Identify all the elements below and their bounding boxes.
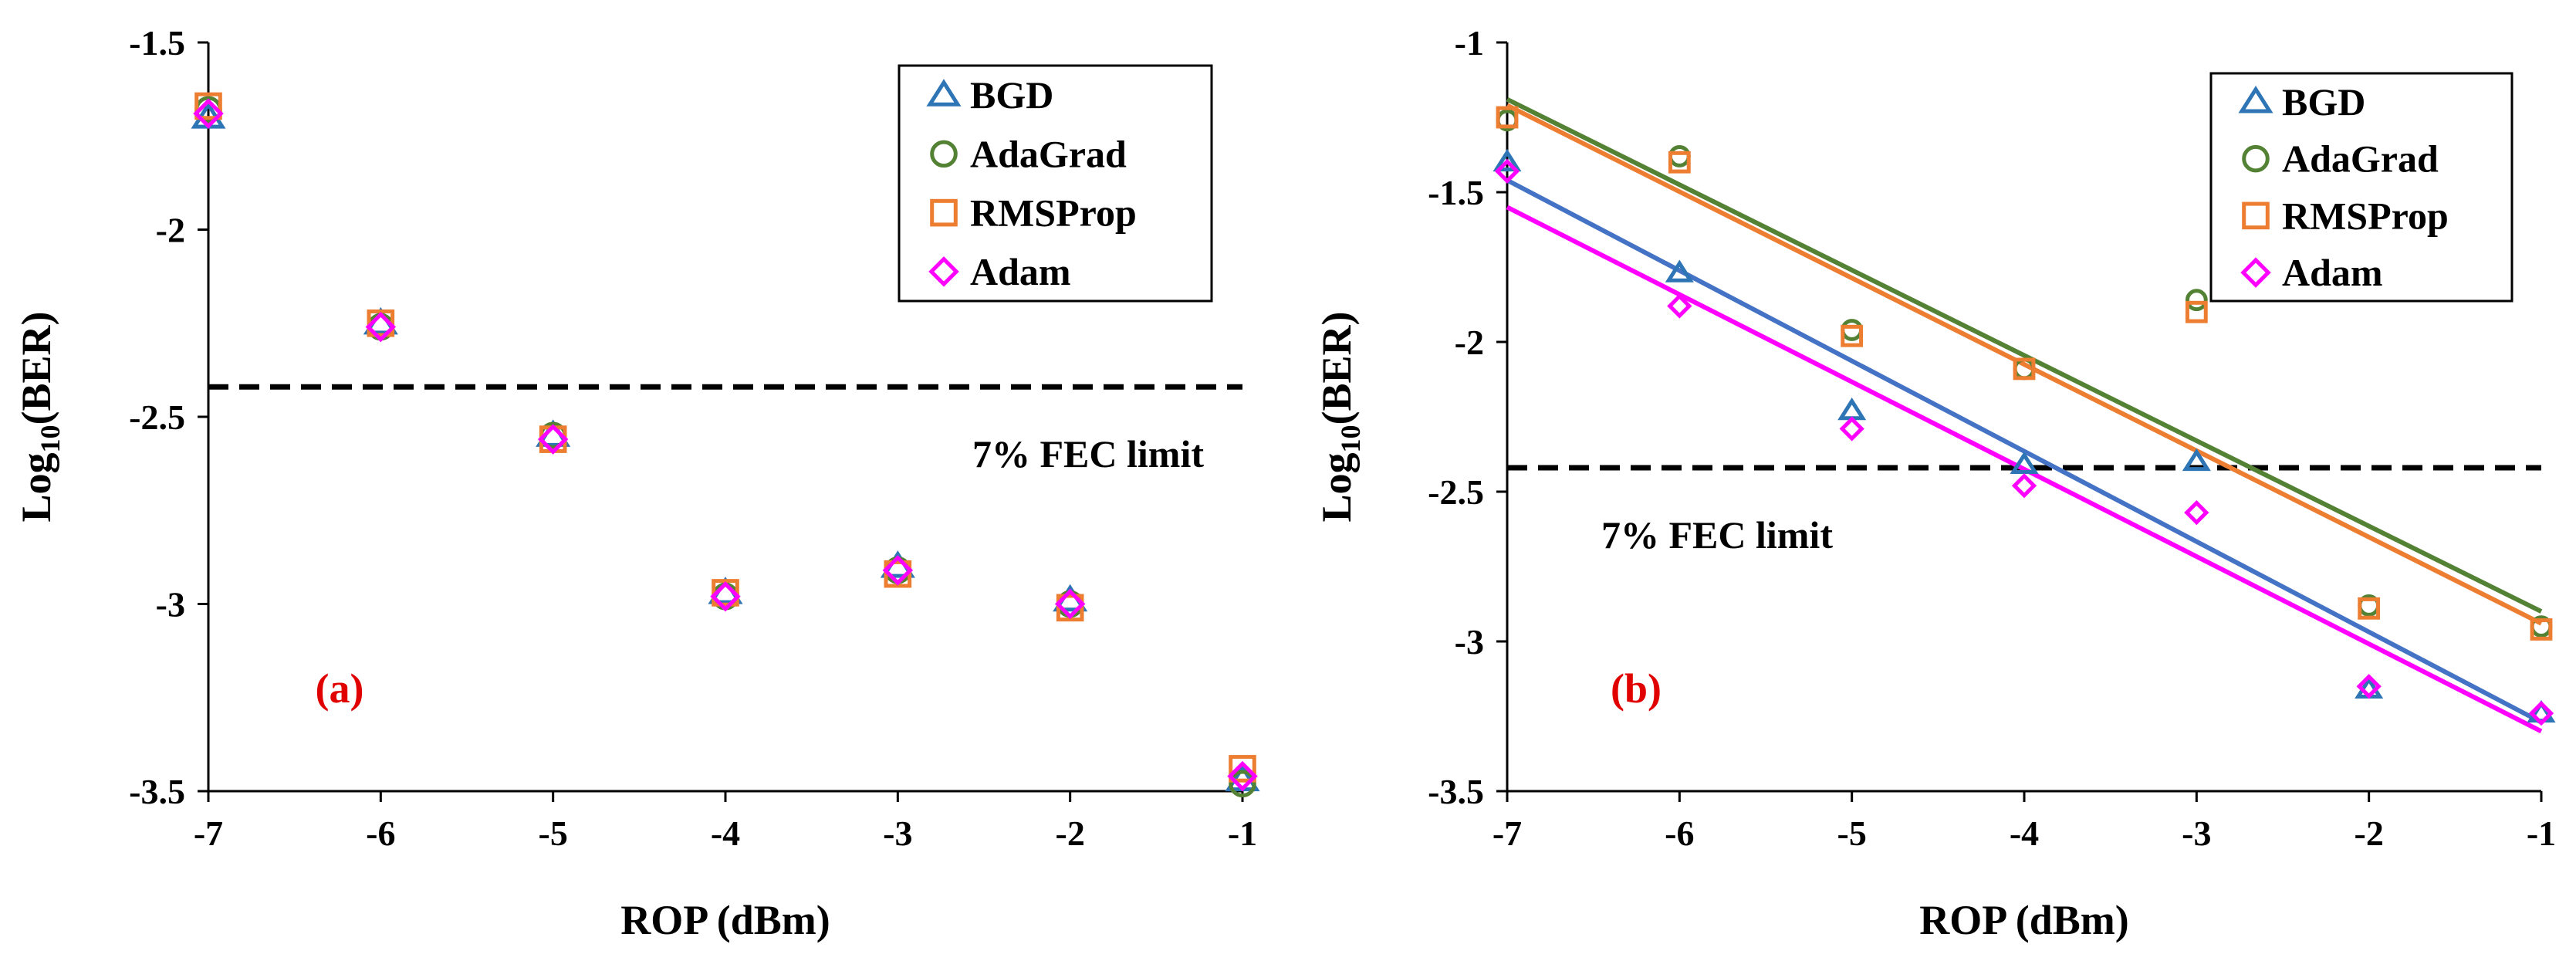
legend-label-rmsprop: RMSProp xyxy=(2282,194,2449,237)
point-adam xyxy=(710,581,741,612)
y-tick-label: -2.5 xyxy=(129,398,185,437)
legend-marker-rmsprop xyxy=(930,198,958,227)
legend-label-adagrad: AdaGrad xyxy=(2282,137,2439,181)
point-adam xyxy=(1667,293,1692,319)
point-rmsprop xyxy=(367,309,395,337)
y-tick-label: -3 xyxy=(156,585,185,624)
legend-marker-bgd xyxy=(926,79,962,107)
x-tick-label: -1 xyxy=(2527,814,2556,853)
point-adam xyxy=(193,98,224,129)
point-adam xyxy=(2184,500,2209,526)
panel-b: -1 -1.5 -2 -2.5 -3 -3.5-7 -6 -5 -4 -3 -2 -1 ROP (dBm… xyxy=(1313,23,2556,943)
y-axis-label-main: Log xyxy=(13,452,59,522)
x-axis-label: ROP (dBm) xyxy=(1919,897,2129,943)
x-tick-label: -2 xyxy=(2355,814,2384,853)
point-bgd xyxy=(1493,148,1522,172)
y-tick-label: -3.5 xyxy=(1428,772,1484,811)
y-axis-label-tail: (BER) xyxy=(1313,311,1360,425)
point-rmsprop xyxy=(1229,755,1256,783)
legend-marker-adam xyxy=(928,256,959,287)
point-rmsprop xyxy=(1056,594,1084,622)
panel-label: (b) xyxy=(1611,665,1662,712)
trendline-bgd xyxy=(1506,178,2543,725)
point-rmsprop xyxy=(2530,618,2553,641)
x-tick-label: -4 xyxy=(2010,814,2039,853)
y-axis-label-tail: (BER) xyxy=(13,311,59,425)
y-tick-label: -3.5 xyxy=(129,772,185,811)
x-tick-label: -7 xyxy=(1493,814,1522,853)
point-bgd xyxy=(1665,259,1694,283)
y-tick-label: -1.5 xyxy=(129,23,185,63)
point-rmsprop xyxy=(194,92,222,120)
legend-label-rmsprop: RMSProp xyxy=(970,191,1137,235)
point-bgd xyxy=(2010,451,2039,475)
fec-limit-label: 7% FEC limit xyxy=(972,432,1204,475)
point-bgd xyxy=(2182,448,2211,472)
point-rmsprop xyxy=(712,579,739,607)
x-tick-label: -2 xyxy=(1056,814,1085,853)
point-adagrad xyxy=(2185,289,2208,312)
point-adam xyxy=(2011,473,2037,499)
panel-label: (a) xyxy=(316,665,364,712)
y-axis-label: Log10(BER) xyxy=(1313,311,1366,522)
legend-label-bgd: BGD xyxy=(970,73,1053,117)
x-tick-label: -5 xyxy=(1837,814,1867,853)
y-tick-label: -2 xyxy=(1455,323,1484,362)
point-adam xyxy=(882,555,914,586)
x-tick-label: -5 xyxy=(539,814,568,853)
legend-marker-adagrad xyxy=(930,140,958,168)
x-tick-label: -6 xyxy=(366,814,395,853)
point-rmsprop xyxy=(1496,106,1519,129)
fec-limit-label: 7% FEC limit xyxy=(1601,513,1833,557)
y-axis-label: Log10(BER) xyxy=(13,311,66,522)
point-rmsprop xyxy=(1841,324,1864,347)
panel-a: -1.5 -2 -2.5 -3 -3.5-7 -6 -5 -4 -3 -2 -1 ROP (dBm) L… xyxy=(13,23,1260,943)
y-tick-label: -2 xyxy=(156,211,185,250)
point-adam xyxy=(1839,416,1864,442)
legend-label-adam: Adam xyxy=(970,250,1071,293)
legend-label-bgd: BGD xyxy=(2282,80,2365,123)
legend-marker-adam xyxy=(2240,257,2271,288)
y-tick-label: -1.5 xyxy=(1428,173,1484,212)
point-adagrad xyxy=(1229,770,1256,798)
y-axis-label-subscript: 10 xyxy=(35,425,66,452)
point-adam xyxy=(2528,700,2554,726)
point-adam xyxy=(1227,760,1258,792)
point-adam xyxy=(2356,674,2382,699)
trendline-rmsprop xyxy=(1506,103,2543,626)
point-bgd xyxy=(1837,397,1867,421)
legend-marker-rmsprop xyxy=(2242,201,2270,230)
x-tick-label: -7 xyxy=(194,814,223,853)
point-rmsprop xyxy=(884,560,912,588)
point-rmsprop xyxy=(2358,597,2381,620)
y-tick-label: -1 xyxy=(1455,23,1484,63)
legend-marker-bgd xyxy=(2238,86,2273,113)
y-axis-label-subscript: 10 xyxy=(1335,425,1366,452)
legend-label-adam: Adam xyxy=(2282,251,2383,294)
x-tick-label: -4 xyxy=(711,814,740,853)
point-adagrad xyxy=(1668,145,1691,167)
x-tick-label: -6 xyxy=(1665,814,1694,853)
x-tick-label: -1 xyxy=(1228,814,1257,853)
x-tick-label: -3 xyxy=(2182,814,2211,853)
y-axis-label-main: Log xyxy=(1313,452,1360,522)
point-rmsprop xyxy=(1668,151,1691,174)
trendline-adagrad xyxy=(1506,97,2543,614)
point-adagrad xyxy=(1841,319,1864,341)
point-adam xyxy=(365,311,397,343)
point-adam xyxy=(537,424,569,455)
point-adam xyxy=(1494,158,1520,184)
point-rmsprop xyxy=(2185,300,2208,323)
y-tick-label: -2.5 xyxy=(1428,472,1484,512)
legend-label-adagrad: AdaGrad xyxy=(970,132,1127,175)
legend-marker-adagrad xyxy=(2242,144,2270,173)
x-axis-label: ROP (dBm) xyxy=(620,897,830,943)
y-tick-label: -3 xyxy=(1455,622,1484,661)
point-adam xyxy=(1054,588,1086,620)
x-tick-label: -3 xyxy=(883,814,912,853)
point-rmsprop xyxy=(2013,357,2036,381)
